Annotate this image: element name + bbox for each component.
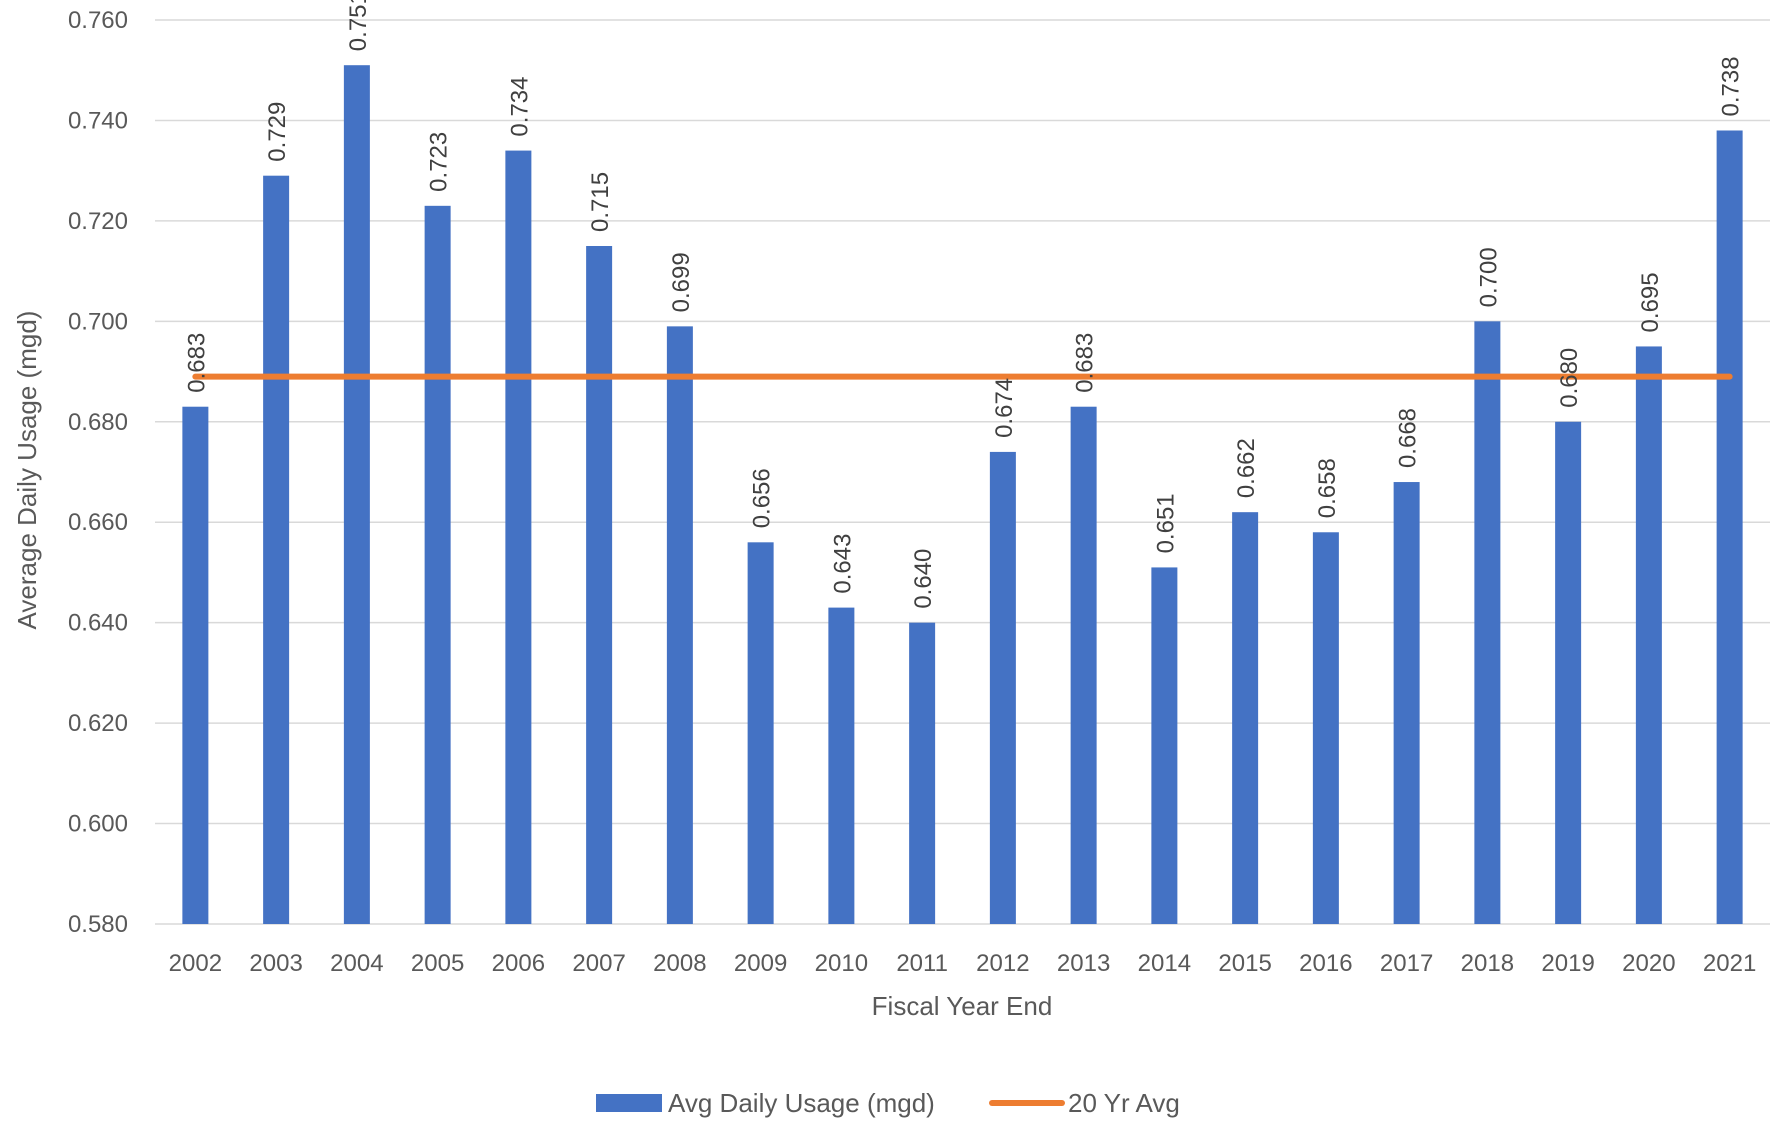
bar-2010 — [828, 607, 855, 924]
data-labels: 0.683 0.729 0.751 0.723 0.734 0.715 0.699 0.656… — [183, 0, 1744, 609]
bar-2007 — [586, 246, 613, 924]
bar-2011 — [909, 622, 936, 924]
data-label: 0.683 — [1072, 333, 1099, 393]
data-label: 0.658 — [1314, 458, 1341, 518]
bar-2019 — [1555, 421, 1582, 924]
bar-2013 — [1070, 406, 1097, 924]
data-label: 0.683 — [183, 333, 210, 393]
x-tick-label: 2008 — [653, 950, 706, 977]
x-tick-label: 2014 — [1138, 950, 1191, 977]
y-tick-label: 0.600 — [68, 811, 128, 838]
gridlines — [155, 19, 1770, 925]
x-tick-label: 2011 — [896, 950, 948, 977]
x-tick-label: 2019 — [1541, 950, 1594, 977]
data-label: 0.695 — [1637, 272, 1664, 332]
legend: Avg Daily Usage (mgd) 20 Yr Avg — [596, 1088, 1180, 1118]
bar-2003 — [263, 175, 290, 924]
data-label: 0.700 — [1475, 247, 1502, 307]
x-tick-label: 2010 — [815, 950, 868, 977]
y-tick-label: 0.580 — [68, 911, 128, 938]
data-label: 0.674 — [991, 378, 1018, 438]
bar-2009 — [747, 542, 774, 924]
legend-label-avg: 20 Yr Avg — [1068, 1088, 1180, 1118]
data-label: 0.699 — [668, 252, 695, 312]
y-tick-label: 0.740 — [68, 107, 128, 134]
bar-2021 — [1716, 130, 1743, 924]
bar-2012 — [989, 451, 1016, 924]
x-tick-label: 2021 — [1703, 950, 1756, 977]
bar-2020 — [1635, 346, 1662, 924]
bar-2015 — [1232, 512, 1259, 924]
x-tick-label: 2013 — [1057, 950, 1110, 977]
x-tick-label: 2006 — [492, 950, 545, 977]
legend-label-usage: Avg Daily Usage (mgd) — [668, 1088, 935, 1118]
x-tick-label: 2016 — [1299, 950, 1352, 977]
bar-2002 — [182, 406, 209, 924]
data-label: 0.723 — [426, 132, 453, 192]
bar-2016 — [1312, 532, 1339, 924]
x-tick-label: 2017 — [1380, 950, 1433, 977]
data-label: 0.715 — [587, 172, 614, 232]
x-tick-label: 2003 — [249, 950, 302, 977]
x-tick-label: 2020 — [1622, 950, 1675, 977]
bar-2018 — [1474, 321, 1501, 924]
x-tick-label: 2012 — [976, 950, 1029, 977]
bar-2006 — [505, 150, 532, 925]
bar-2008 — [666, 326, 693, 924]
x-tick-label: 2007 — [572, 950, 625, 977]
y-tick-label: 0.680 — [68, 409, 128, 436]
legend-swatch-usage — [596, 1094, 662, 1112]
data-label: 0.680 — [1556, 348, 1583, 408]
data-label: 0.751 — [345, 0, 372, 51]
y-axis-title: Average Daily Usage (mgd) — [12, 311, 42, 630]
x-axis-ticks: 2002 2003 2004 2005 2006 2007 2008 2009 2010 2011… — [169, 950, 1757, 977]
bars — [182, 65, 1743, 925]
x-tick-label: 2005 — [411, 950, 464, 977]
data-label: 0.738 — [1718, 56, 1745, 116]
y-tick-label: 0.700 — [68, 308, 128, 335]
data-label: 0.643 — [829, 534, 856, 594]
x-tick-label: 2018 — [1461, 950, 1514, 977]
y-axis-ticks: 0.580 0.600 0.620 0.640 0.660 0.680 0.700 0.720… — [68, 7, 128, 938]
y-tick-label: 0.640 — [68, 610, 128, 637]
y-tick-label: 0.660 — [68, 509, 128, 536]
y-tick-label: 0.620 — [68, 710, 128, 737]
x-tick-label: 2009 — [734, 950, 787, 977]
x-tick-label: 2002 — [169, 950, 222, 977]
x-tick-label: 2004 — [330, 950, 383, 977]
data-label: 0.651 — [1152, 493, 1179, 553]
x-tick-label: 2015 — [1218, 950, 1271, 977]
data-label: 0.640 — [910, 549, 937, 609]
data-label: 0.668 — [1395, 408, 1422, 468]
bar-2014 — [1151, 567, 1178, 924]
data-label: 0.662 — [1233, 438, 1260, 498]
x-axis-title: Fiscal Year End — [872, 991, 1053, 1021]
data-label: 0.729 — [264, 102, 291, 162]
y-tick-label: 0.720 — [68, 208, 128, 235]
bar-2004 — [343, 65, 370, 924]
bar-2017 — [1393, 482, 1420, 924]
data-label: 0.656 — [749, 468, 776, 528]
data-label: 0.734 — [506, 77, 533, 137]
bar-2005 — [424, 205, 451, 925]
y-tick-label: 0.760 — [68, 7, 128, 34]
